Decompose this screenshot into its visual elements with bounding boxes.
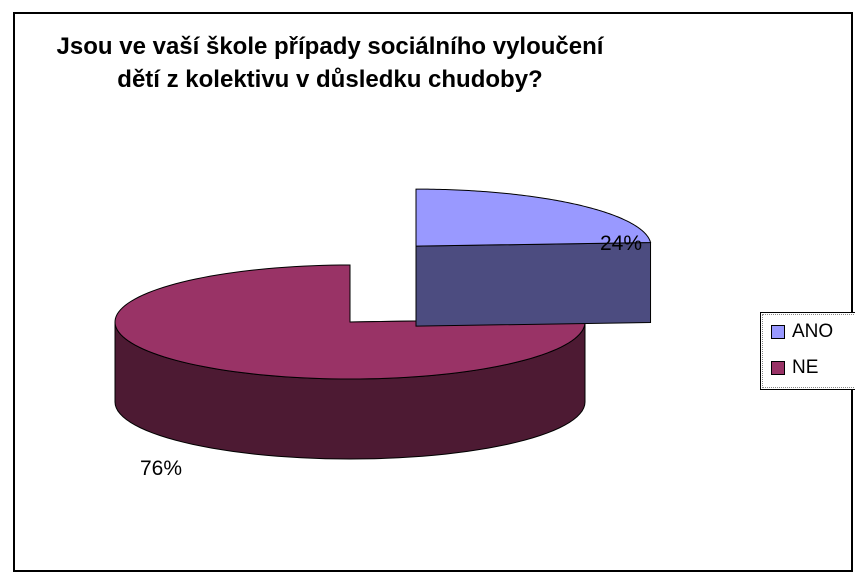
chart-title: Jsou ve vaší škole případy sociálního vy… (30, 30, 630, 96)
legend-swatch-ne (771, 361, 785, 375)
legend-label-ne: NE (792, 357, 819, 378)
data-label-ne: 76% (140, 457, 182, 480)
legend-label-ano: ANO (792, 321, 834, 342)
legend-item-ne: NE (771, 357, 818, 379)
legend-swatch-ano (771, 325, 785, 339)
pie-slice-ano (415, 188, 652, 327)
chart-title-line-1: Jsou ve vaší škole případy sociálního vy… (56, 33, 604, 60)
chart-legend: ANO NE (760, 312, 855, 390)
data-label-ano: 24% (600, 232, 642, 255)
chart-title-line-2: dětí z kolektivu v důsledku chudoby? (117, 66, 543, 93)
legend-item-ano: ANO (771, 321, 833, 343)
pie-slice-ne (114, 264, 586, 460)
